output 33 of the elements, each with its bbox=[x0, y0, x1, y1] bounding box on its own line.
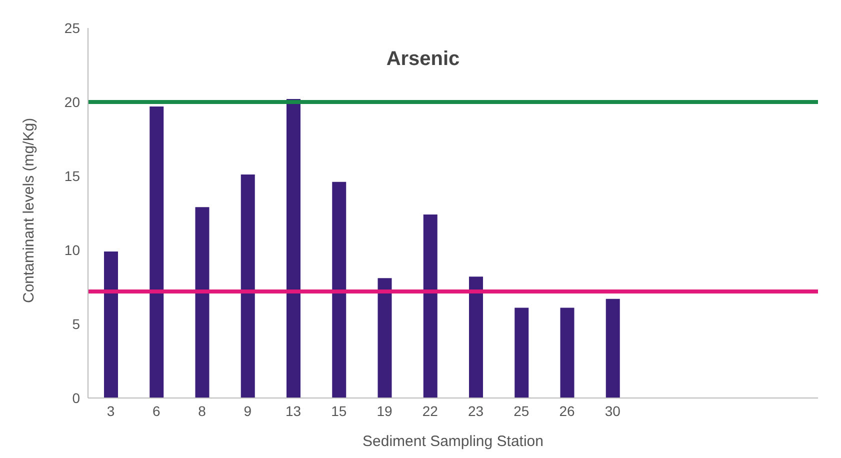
text: Arsenic bbox=[385, 48, 461, 71]
bar bbox=[514, 308, 529, 398]
y-tick-label: 20 bbox=[64, 94, 80, 110]
bar bbox=[286, 99, 300, 398]
x-tick-label: 22 bbox=[422, 402, 438, 419]
x-tick-label: 13 bbox=[286, 402, 302, 419]
bar bbox=[104, 251, 118, 398]
x-tick-label: 9 bbox=[244, 402, 252, 419]
x-tick-label: 19 bbox=[376, 402, 393, 419]
y-tick-label: 5 bbox=[72, 316, 80, 332]
bar bbox=[240, 174, 255, 398]
y-tick-label: 0 bbox=[72, 390, 80, 406]
bar bbox=[332, 182, 346, 398]
x-tick-label: 3 bbox=[106, 402, 115, 419]
x-tick-label: 25 bbox=[514, 402, 530, 419]
bar bbox=[606, 298, 620, 398]
x-tick-label: 23 bbox=[468, 402, 484, 419]
x-tick-label: 6 bbox=[152, 402, 161, 419]
bar bbox=[560, 308, 574, 398]
bar bbox=[469, 276, 483, 398]
bar bbox=[150, 106, 164, 398]
y-tick-label: 25 bbox=[64, 20, 80, 36]
x-tick-label: 26 bbox=[559, 402, 576, 419]
bar bbox=[423, 214, 438, 398]
x-tick-label: 30 bbox=[604, 402, 621, 419]
y-axis-title: Contaminant levels (mg/Kg) bbox=[20, 118, 38, 303]
x-axis-title: Sediment Sampling Station bbox=[362, 433, 544, 450]
bar bbox=[195, 207, 210, 398]
x-tick-label: 8 bbox=[198, 402, 206, 419]
bar bbox=[378, 278, 392, 398]
y-tick-label: 15 bbox=[64, 168, 80, 184]
y-tick-label: 10 bbox=[64, 242, 80, 258]
x-tick-label: 15 bbox=[331, 402, 347, 419]
